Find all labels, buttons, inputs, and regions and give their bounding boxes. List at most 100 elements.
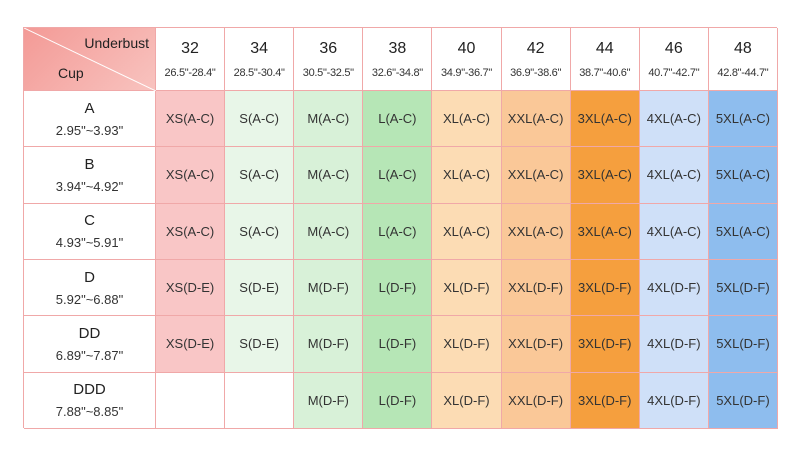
size-table: Underbust Cup 32 26.5"-28.4" 34 28.5"-30.4"…: [23, 27, 778, 429]
cell-text: 3XL(D-F): [577, 392, 632, 408]
size-range: 36.9"-38.6": [510, 66, 562, 79]
cell-text: XS(A-C): [165, 111, 215, 127]
size-cell: 5XL(A-C): [708, 203, 778, 260]
cup-label: DD: [78, 324, 101, 342]
size-cell: XL(D-F): [432, 316, 502, 373]
size-cell: L(A-C): [363, 203, 433, 260]
cell-text: 3XL(A-C): [577, 167, 632, 183]
cell-text: S(A-C): [239, 167, 280, 183]
size-cell: 5XL(D-F): [708, 316, 778, 373]
size-cell: 4XL(D-F): [639, 260, 709, 317]
row-header: A 2.95"~3.93": [24, 91, 156, 148]
cell-text: 4XL(D-F): [647, 336, 701, 352]
cell-text: 4XL(A-C): [646, 111, 701, 127]
size-cell: XL(A-C): [432, 91, 502, 148]
size-range: 28.5"-30.4": [233, 66, 285, 79]
size-cell: 5XL(A-C): [708, 147, 778, 204]
cell-text: 3XL(A-C): [577, 223, 632, 239]
size-cell: 3XL(D-F): [570, 372, 640, 429]
size-range: 42.8"-44.7": [717, 66, 769, 79]
cell-text: 4XL(D-F): [647, 280, 701, 296]
size-cell: 3XL(D-F): [570, 316, 640, 373]
size-label: 38: [388, 39, 407, 57]
cell-text: 5XL(A-C): [715, 223, 771, 239]
size-label: 34: [250, 39, 269, 57]
size-cell: [225, 372, 295, 429]
size-cell: XXL(A-C): [501, 91, 571, 148]
row-header: DD 6.89"~7.87": [24, 316, 156, 373]
cell-text: XL(A-C): [443, 167, 490, 183]
cup-label: DDD: [73, 381, 106, 399]
cup-range: 3.94"~4.92": [55, 178, 124, 194]
corner-cell: Underbust Cup: [24, 28, 156, 91]
cell-text: 5XL(D-F): [716, 336, 770, 352]
row-header: DDD 7.88"~8.85": [24, 372, 156, 429]
cell-text: XXL(A-C): [507, 167, 564, 183]
size-cell: L(D-F): [363, 372, 433, 429]
cell-text: M(D-F): [307, 392, 349, 408]
row-header: C 4.93"~5.91": [24, 203, 156, 260]
column-header: 32 26.5"-28.4": [156, 28, 226, 91]
size-cell: M(A-C): [294, 91, 364, 148]
size-range: 32.6"-34.8": [371, 66, 423, 79]
cell-text: XXL(D-F): [508, 336, 564, 352]
corner-bottom: Cup: [58, 65, 84, 81]
size-range: 26.5"-28.4": [164, 66, 216, 79]
size-cell: XXL(D-F): [501, 316, 571, 373]
corner-top: Underbust: [84, 35, 149, 51]
size-cell: 5XL(D-F): [708, 372, 778, 429]
size-cell: XXL(D-F): [501, 260, 571, 317]
cell-text: M(A-C): [307, 223, 350, 239]
cell-text: 4XL(A-C): [646, 167, 701, 183]
cell-text: S(A-C): [239, 223, 280, 239]
cup-range: 4.93"~5.91": [55, 235, 124, 251]
cell-text: M(D-F): [307, 280, 349, 296]
cell-text: 3XL(D-F): [577, 336, 632, 352]
cell-text: XL(D-F): [443, 392, 490, 408]
cell-text: 4XL(A-C): [646, 223, 701, 239]
cell-text: 4XL(D-F): [647, 392, 701, 408]
size-cell: 4XL(A-C): [639, 147, 709, 204]
size-cell: S(A-C): [225, 91, 295, 148]
size-cell: XS(D-E): [156, 316, 226, 373]
size-cell: L(D-F): [363, 260, 433, 317]
cell-text: XS(A-C): [165, 167, 215, 183]
size-cell: M(D-F): [294, 260, 364, 317]
size-cell: S(D-E): [225, 316, 295, 373]
size-label: 44: [595, 39, 614, 57]
cell-text: S(D-E): [239, 280, 280, 296]
cell-text: L(D-F): [378, 392, 417, 408]
size-cell: L(A-C): [363, 147, 433, 204]
cell-text: XXL(D-F): [508, 280, 564, 296]
cup-range: 2.95"~3.93": [55, 122, 124, 138]
cell-text: XL(D-F): [443, 280, 490, 296]
size-label: 40: [457, 39, 476, 57]
size-label: 46: [664, 39, 683, 57]
cup-label: C: [84, 212, 95, 230]
size-cell: 3XL(A-C): [570, 91, 640, 148]
column-header: 46 40.7"-42.7": [639, 28, 709, 91]
cup-range: 6.89"~7.87": [55, 347, 124, 363]
cell-text: M(A-C): [307, 111, 350, 127]
size-cell: XL(A-C): [432, 203, 502, 260]
size-cell: XS(A-C): [156, 147, 226, 204]
cell-text: XS(A-C): [165, 223, 215, 239]
size-cell: XXL(D-F): [501, 372, 571, 429]
cell-text: L(A-C): [378, 223, 417, 239]
size-cell: M(A-C): [294, 147, 364, 204]
size-cell: 4XL(D-F): [639, 316, 709, 373]
column-header: 40 34.9"-36.7": [432, 28, 502, 91]
size-cell: XS(A-C): [156, 203, 226, 260]
size-cell: XL(D-F): [432, 260, 502, 317]
size-cell: L(A-C): [363, 91, 433, 148]
column-header: 34 28.5"-30.4": [225, 28, 295, 91]
cell-text: 5XL(A-C): [715, 111, 771, 127]
column-header: 42 36.9"-38.6": [501, 28, 571, 91]
cell-text: XXL(A-C): [507, 223, 564, 239]
size-cell: 3XL(A-C): [570, 147, 640, 204]
size-cell: XXL(A-C): [501, 147, 571, 204]
size-cell: 4XL(A-C): [639, 203, 709, 260]
size-range: 40.7"-42.7": [648, 66, 700, 79]
row-header: D 5.92"~6.88": [24, 260, 156, 317]
column-header: 36 30.5"-32.5": [294, 28, 364, 91]
